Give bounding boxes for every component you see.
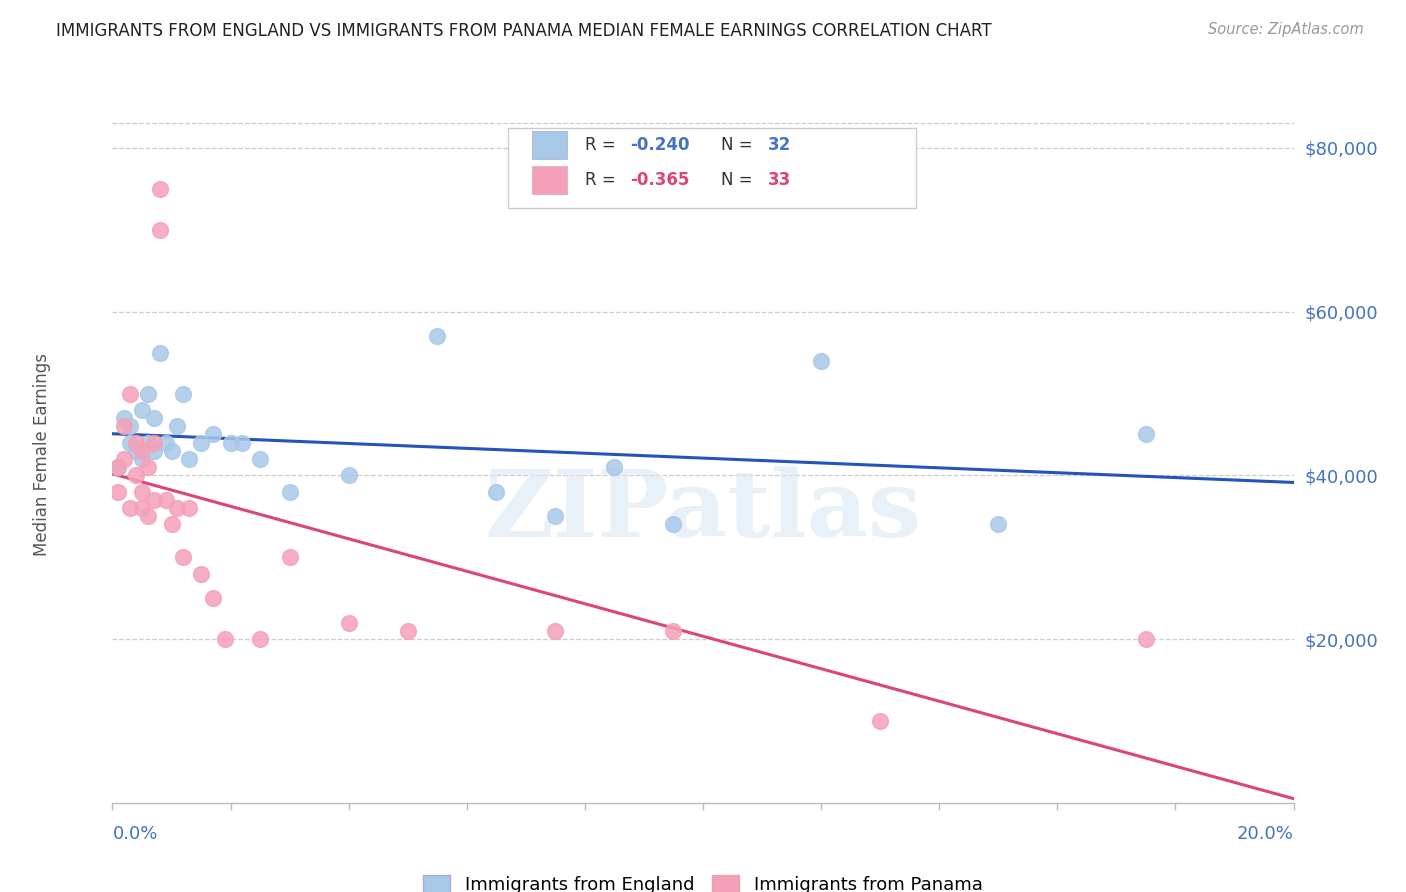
Point bbox=[337, 615, 360, 630]
Text: ZIPatlas: ZIPatlas bbox=[485, 466, 921, 556]
Point bbox=[131, 452, 153, 467]
Point bbox=[987, 517, 1010, 532]
Point bbox=[249, 452, 271, 467]
Point bbox=[249, 632, 271, 646]
Point bbox=[662, 624, 685, 638]
Text: 33: 33 bbox=[768, 171, 792, 189]
Point bbox=[1135, 632, 1157, 646]
Point bbox=[1135, 427, 1157, 442]
Point bbox=[125, 468, 148, 483]
FancyBboxPatch shape bbox=[531, 166, 567, 194]
Text: Median Female Earnings: Median Female Earnings bbox=[32, 353, 51, 557]
FancyBboxPatch shape bbox=[531, 131, 567, 159]
Point bbox=[149, 182, 172, 196]
Legend: Immigrants from England, Immigrants from Panama: Immigrants from England, Immigrants from… bbox=[416, 868, 990, 892]
Point bbox=[172, 386, 194, 401]
Point bbox=[810, 353, 832, 368]
Point bbox=[155, 435, 177, 450]
Point bbox=[136, 509, 159, 524]
Point bbox=[179, 501, 201, 516]
Point bbox=[136, 460, 159, 475]
Text: R =: R = bbox=[585, 136, 621, 154]
Text: N =: N = bbox=[721, 171, 758, 189]
Text: R =: R = bbox=[585, 171, 621, 189]
Point bbox=[190, 435, 212, 450]
Point bbox=[190, 566, 212, 581]
Point bbox=[149, 223, 172, 237]
Point bbox=[120, 435, 142, 450]
Text: 20.0%: 20.0% bbox=[1237, 825, 1294, 843]
Point bbox=[544, 509, 567, 524]
Point bbox=[231, 435, 253, 450]
Point bbox=[112, 419, 135, 434]
Point bbox=[112, 411, 135, 425]
Point bbox=[485, 484, 508, 499]
Point bbox=[155, 492, 177, 507]
Point bbox=[131, 403, 153, 417]
Point bbox=[107, 460, 129, 475]
Point bbox=[160, 443, 183, 458]
Point bbox=[278, 550, 301, 565]
Point bbox=[142, 411, 165, 425]
Point bbox=[278, 484, 301, 499]
Point bbox=[107, 460, 129, 475]
Text: 0.0%: 0.0% bbox=[112, 825, 157, 843]
Text: IMMIGRANTS FROM ENGLAND VS IMMIGRANTS FROM PANAMA MEDIAN FEMALE EARNINGS CORRELA: IMMIGRANTS FROM ENGLAND VS IMMIGRANTS FR… bbox=[56, 22, 991, 40]
Point bbox=[120, 386, 142, 401]
Point bbox=[136, 435, 159, 450]
Point bbox=[131, 443, 153, 458]
Point bbox=[179, 452, 201, 467]
Point bbox=[107, 484, 129, 499]
Point bbox=[603, 460, 626, 475]
Point bbox=[142, 443, 165, 458]
Point bbox=[219, 435, 242, 450]
Text: 32: 32 bbox=[768, 136, 792, 154]
Point bbox=[136, 386, 159, 401]
Point bbox=[426, 329, 449, 343]
Point bbox=[120, 501, 142, 516]
Point bbox=[131, 501, 153, 516]
Point bbox=[166, 419, 188, 434]
Text: N =: N = bbox=[721, 136, 758, 154]
Point bbox=[125, 443, 148, 458]
Text: -0.240: -0.240 bbox=[630, 136, 689, 154]
Point bbox=[662, 517, 685, 532]
Point bbox=[160, 517, 183, 532]
Point bbox=[201, 591, 224, 606]
Point bbox=[125, 435, 148, 450]
Text: -0.365: -0.365 bbox=[630, 171, 689, 189]
Text: Source: ZipAtlas.com: Source: ZipAtlas.com bbox=[1208, 22, 1364, 37]
Point bbox=[869, 714, 891, 728]
Point bbox=[142, 435, 165, 450]
Point bbox=[149, 345, 172, 359]
Point bbox=[172, 550, 194, 565]
Point bbox=[112, 452, 135, 467]
FancyBboxPatch shape bbox=[508, 128, 915, 208]
Point bbox=[142, 492, 165, 507]
Point bbox=[201, 427, 224, 442]
Point bbox=[544, 624, 567, 638]
Point bbox=[166, 501, 188, 516]
Point bbox=[131, 484, 153, 499]
Point bbox=[120, 419, 142, 434]
Point bbox=[337, 468, 360, 483]
Point bbox=[214, 632, 236, 646]
Point bbox=[396, 624, 419, 638]
